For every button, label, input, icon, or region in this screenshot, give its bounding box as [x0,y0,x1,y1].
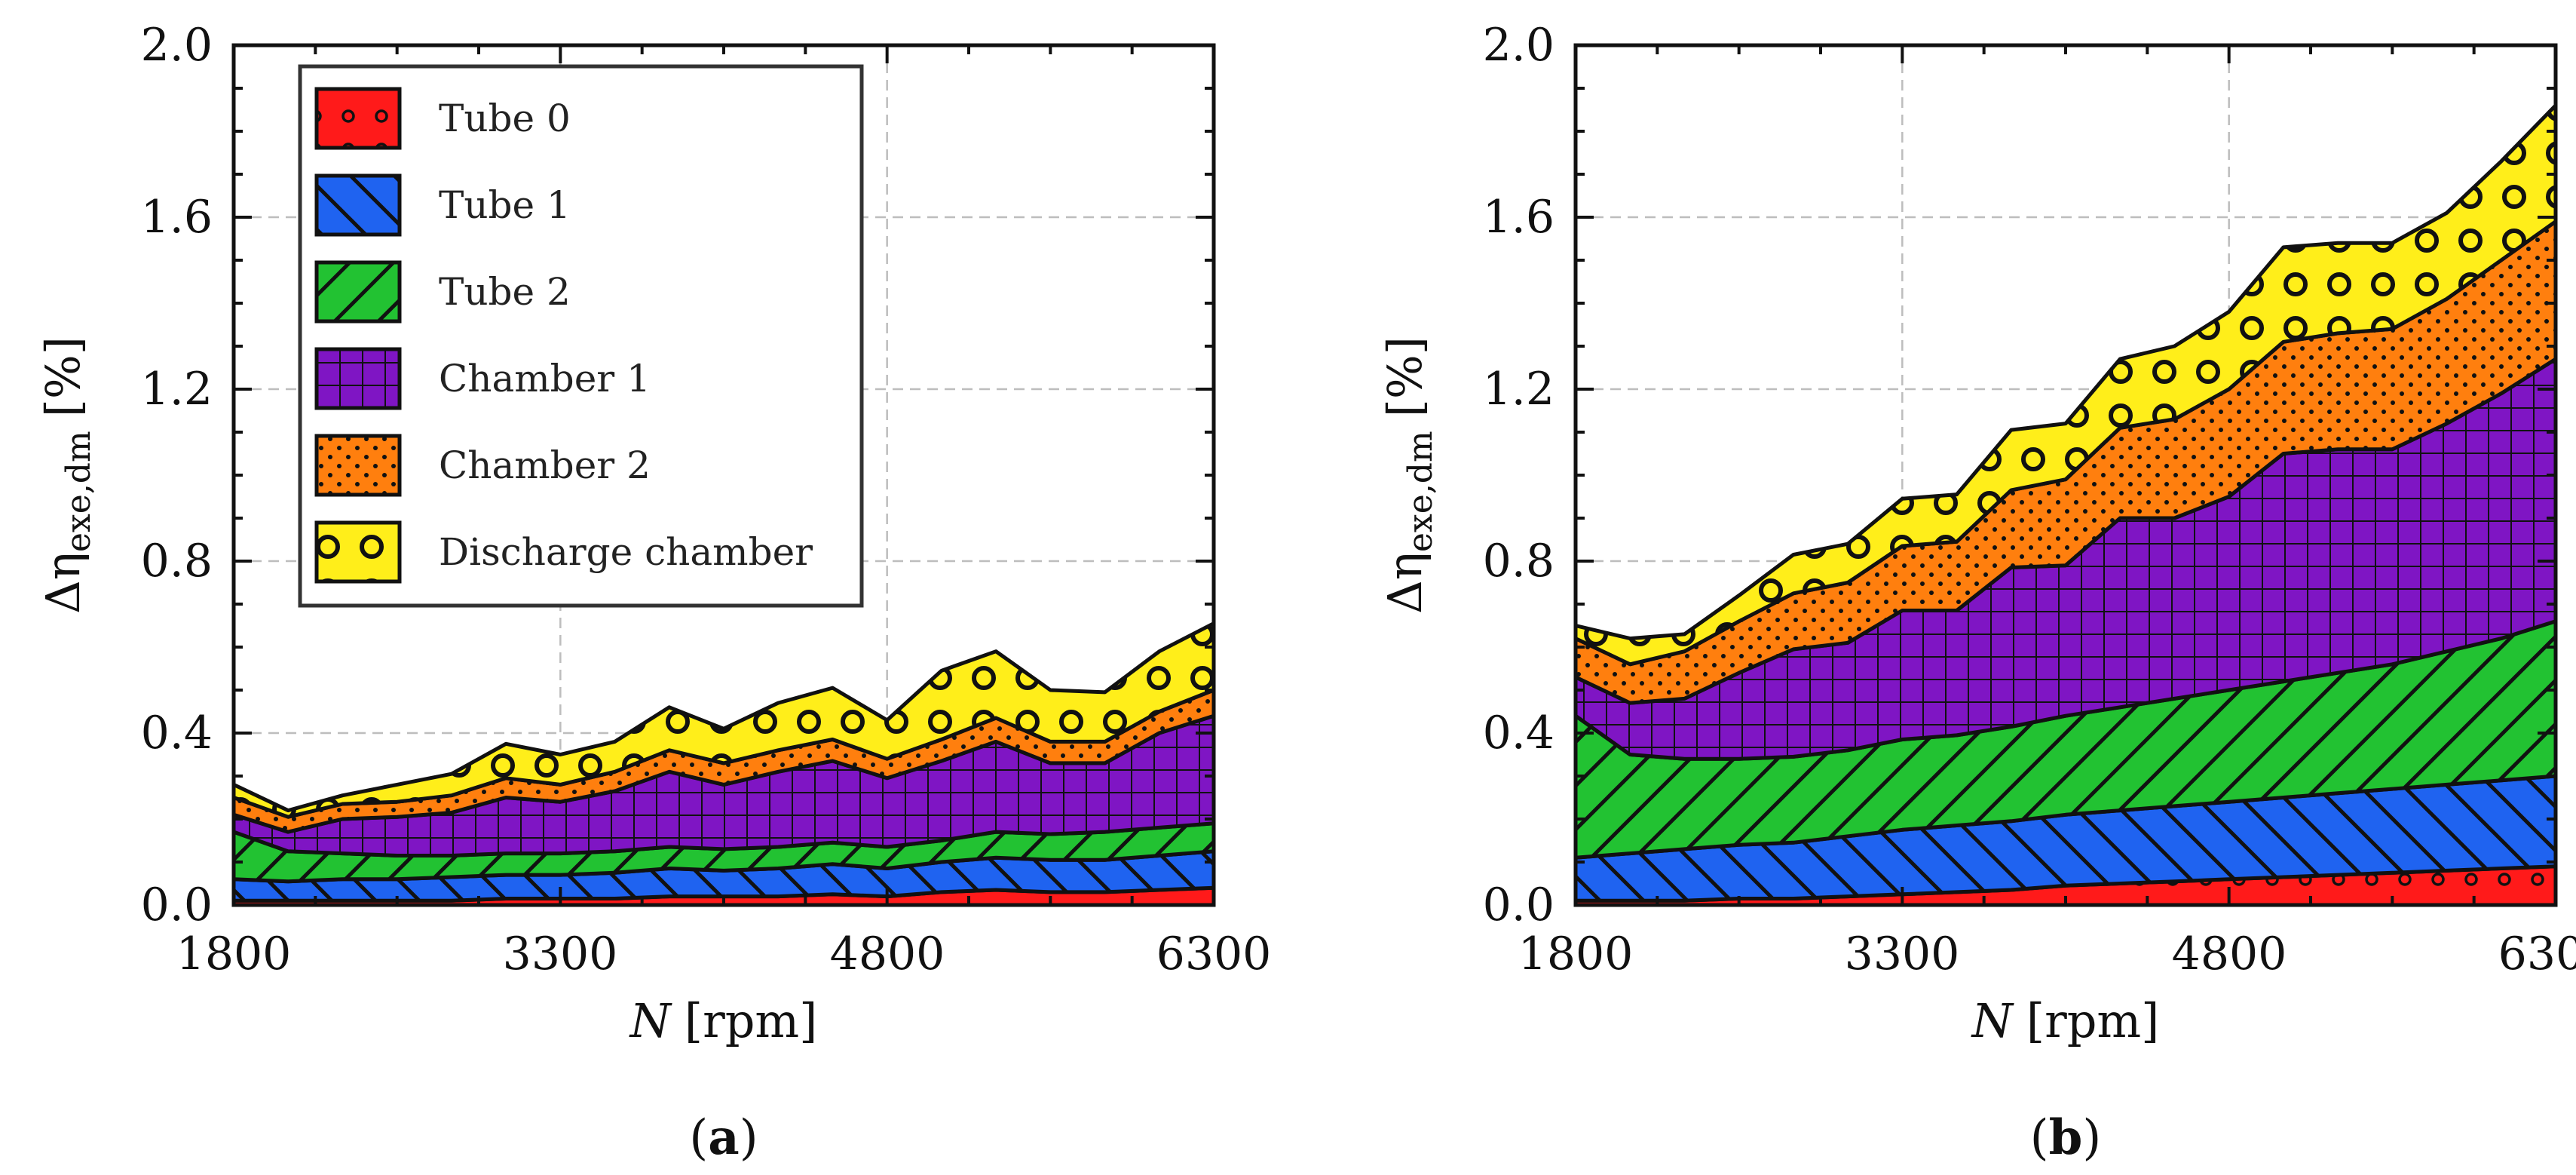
x-tick-label: 3300 [503,928,618,980]
y-axis-unit: [%] [1377,336,1432,417]
legend-box [298,64,864,608]
y-tick-label: 0.8 [1483,535,1554,588]
y-axis-symbol: Δη [35,552,90,614]
legend-item: Tube 1 [314,173,571,237]
y-tick-label: 2.0 [1483,19,1554,72]
legend-item: Discharge chamber [314,520,813,584]
ticks-b [1574,44,2557,907]
y-tick-label: 0.4 [1483,707,1554,759]
area-discharge-chamber-b [1576,103,2556,667]
area-discharge-chamber-a [234,621,1214,819]
panel-b: 1800 3300 4800 6300 0.0 0.4 0.8 1.2 1.6 … [1377,19,2576,1166]
x-tick-label: 1800 [176,928,292,980]
panel-letter-a: a [708,1109,739,1166]
legend-item: Tube 2 [314,260,571,324]
legend-label: Tube 0 [439,97,571,140]
y-tick-label: 0.0 [141,879,213,931]
x-tick-label: 3300 [1845,928,1960,980]
x-axis-variable: N [1971,993,2015,1048]
x-tick-label: 1800 [1518,928,1634,980]
panel-label-b: (b) [2030,1109,2102,1166]
y-axis-subscript: exe,dm [1401,431,1440,552]
y-tick-label: 2.0 [141,19,213,72]
legend-item: Chamber 1 [314,347,651,410]
stacked-areas-a [234,621,1214,905]
x-tick-label: 4800 [2172,928,2287,980]
legend: Tube 0 Tube 1 Tube 2 Chamber 1 Chamber 2… [298,64,864,608]
legend-swatch [314,87,402,150]
y-tick-label: 1.2 [1483,363,1554,416]
x-axis-variable: N [629,993,673,1048]
y-tick-label: 0.0 [1483,879,1554,931]
stacked-areas-b [1576,103,2556,905]
legend-label: Tube 2 [439,270,571,314]
legend-swatch [314,173,402,237]
y-tick-label: 1.6 [1483,191,1554,244]
y-tick-label: 0.4 [141,707,213,759]
x-axis-unit: [rpm] [2026,993,2160,1048]
panel-label-a: (a) [689,1109,758,1166]
legend-label: Chamber 1 [439,357,651,400]
y-tick-label: 1.6 [141,191,213,244]
panel-letter-b: b [2049,1109,2083,1166]
ticks-a [232,44,1215,907]
legend-label: Chamber 2 [439,443,651,487]
legend-label: Tube 1 [439,183,571,227]
x-axis-unit: [rpm] [685,993,818,1048]
legend-item: Tube 0 [314,87,571,150]
legend-swatch [314,520,402,584]
legend-item: Chamber 2 [314,434,651,497]
y-axis-symbol: Δη [1377,552,1432,614]
y-axis-unit: [%] [35,336,90,417]
legend-swatch [314,260,402,324]
x-tick-label: 6300 [2498,928,2576,980]
y-tick-label: 1.2 [141,363,213,416]
x-tick-label: 6300 [1156,928,1272,980]
panel-a: 1800 3300 4800 6300 0.0 0.4 0.8 1.2 1.6 … [35,19,1271,1166]
y-axis-subscript: exe,dm [60,431,98,552]
legend-label: Discharge chamber [439,530,813,574]
x-axis-label: N [rpm] [629,993,818,1048]
x-axis-label: N [rpm] [1971,993,2160,1048]
legend-swatch [314,347,402,410]
legend-swatch [314,434,402,497]
y-axis-label: Δηexe,dm [%] [35,336,98,614]
y-tick-label: 0.8 [141,535,213,588]
y-axis-label: Δηexe,dm [%] [1377,336,1440,614]
x-tick-label: 4800 [830,928,945,980]
